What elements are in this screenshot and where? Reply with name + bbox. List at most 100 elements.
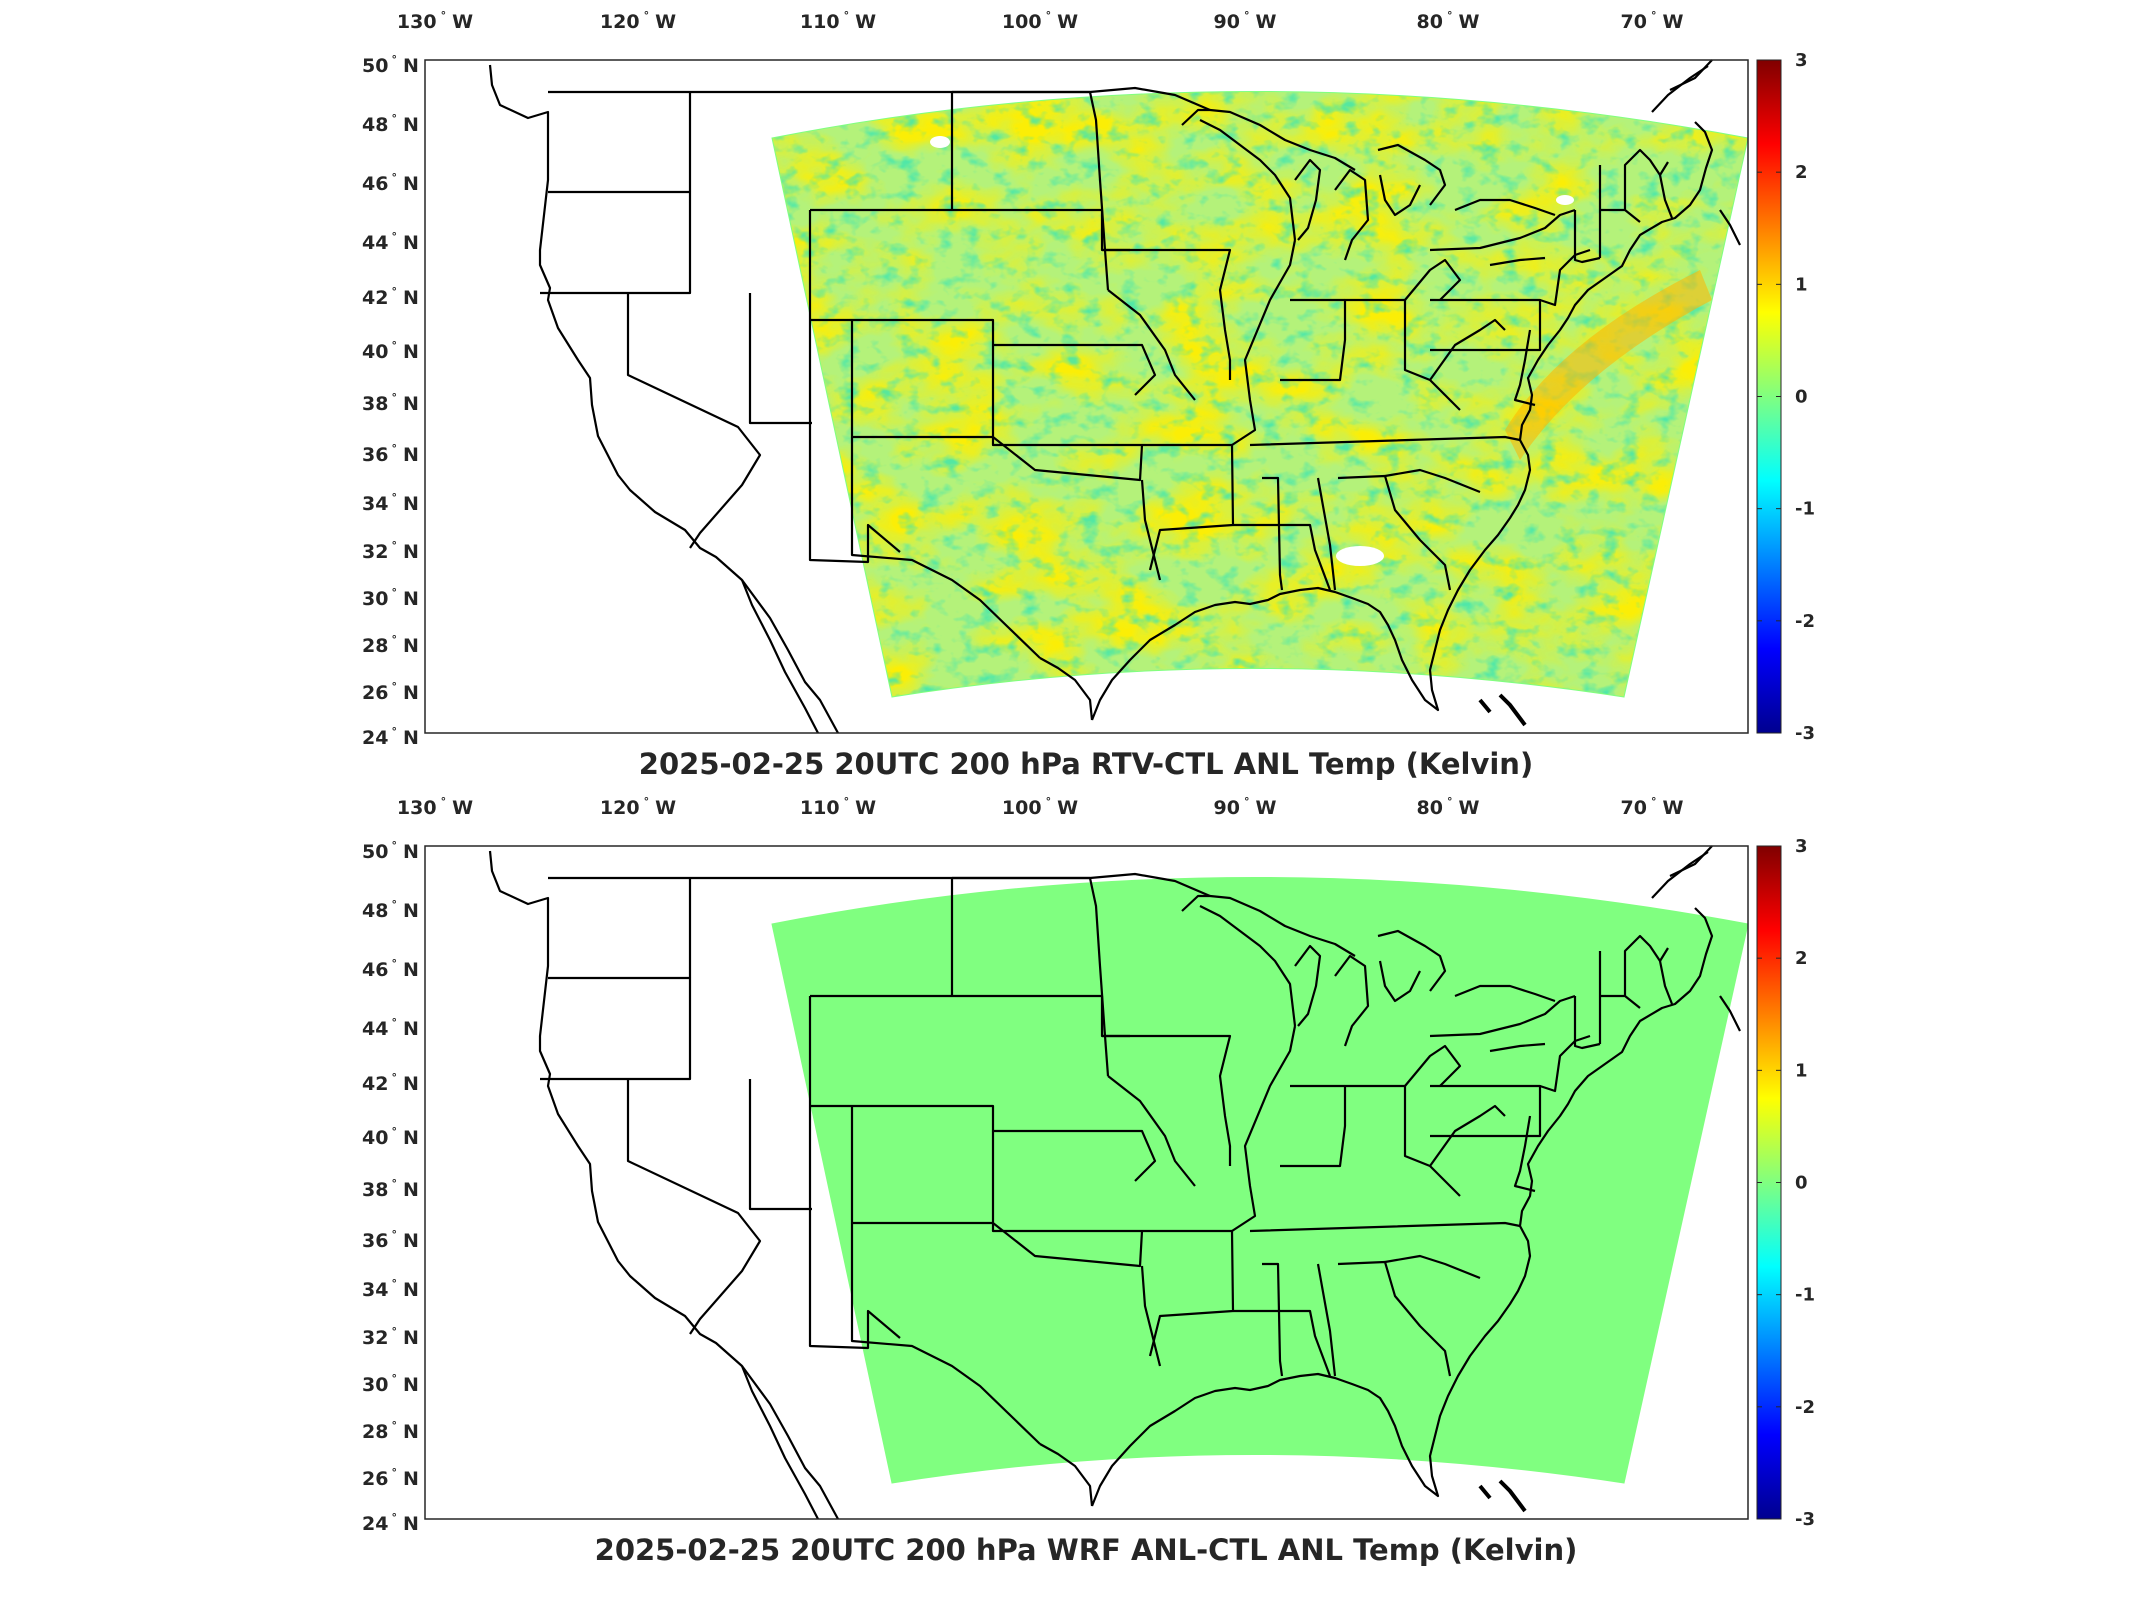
island-marks bbox=[1478, 693, 1527, 727]
state-border bbox=[1489, 1042, 1546, 1053]
colorbar-tick-label: -2 bbox=[1795, 611, 1815, 632]
state-border bbox=[952, 876, 1110, 1077]
state-border bbox=[1233, 523, 1332, 591]
longitude-label: 110 ° W bbox=[800, 9, 876, 33]
state-border bbox=[1489, 256, 1546, 267]
state-border bbox=[1429, 1104, 1506, 1167]
map-panel-bottom: 130 ° W 120 ° W 110 ° W 100 ° W 90 ° W 80 ° W 70 ° W 50 ° N 48 ° N… bbox=[362, 795, 1815, 1567]
state-border bbox=[1430, 298, 1542, 352]
state-border bbox=[810, 318, 1157, 396]
state-border bbox=[1429, 994, 1576, 1038]
latitude-label: 34 ° N bbox=[362, 1277, 419, 1301]
state-border bbox=[1334, 954, 1370, 1047]
longitude-label: 70 ° W bbox=[1621, 9, 1684, 33]
map-frame bbox=[424, 845, 1749, 1520]
west-coastline bbox=[488, 850, 839, 1520]
state-border bbox=[1623, 934, 1669, 996]
state-border bbox=[1107, 289, 1196, 401]
colorbar-tick-label: 3 bbox=[1795, 836, 1808, 857]
state-border bbox=[1429, 318, 1506, 381]
state-border bbox=[1573, 210, 1601, 264]
latitude-label: 42 ° N bbox=[362, 1071, 419, 1095]
latitude-label: 50 ° N bbox=[362, 53, 419, 77]
state-border bbox=[1539, 1034, 1591, 1093]
state-border bbox=[1378, 960, 1421, 1003]
longitude-label: 110 ° W bbox=[800, 795, 876, 819]
state-border bbox=[1513, 1115, 1536, 1193]
state-border bbox=[1539, 248, 1591, 307]
state-border bbox=[1199, 119, 1297, 241]
state-border bbox=[1669, 59, 1713, 91]
latitude-label: 32 ° N bbox=[362, 1325, 419, 1349]
state-border bbox=[1429, 208, 1576, 252]
missing-data-patch bbox=[1336, 546, 1384, 566]
state-border bbox=[1249, 435, 1521, 447]
latitude-label: 48 ° N bbox=[362, 112, 419, 136]
state-border bbox=[1719, 209, 1741, 246]
longitude-label: 90 ° W bbox=[1214, 9, 1277, 33]
boundaries bbox=[488, 59, 1741, 734]
state-border bbox=[1658, 960, 1674, 1005]
missing-data-patch bbox=[930, 136, 950, 148]
latitude-label: 30 ° N bbox=[362, 586, 419, 610]
state-border bbox=[1384, 1254, 1481, 1280]
longitude-label: 70 ° W bbox=[1621, 795, 1684, 819]
state-border bbox=[1262, 1262, 1284, 1377]
boundaries bbox=[488, 845, 1741, 1520]
state-border bbox=[1181, 894, 1356, 957]
state-border bbox=[1316, 477, 1337, 591]
latitude-label: 26 ° N bbox=[362, 1466, 419, 1490]
longitude-label: 120 ° W bbox=[600, 9, 676, 33]
field-cool-anomalies bbox=[772, 91, 1748, 697]
colorbar-tick-label: -2 bbox=[1795, 1397, 1815, 1418]
longitude-label: 80 ° W bbox=[1417, 9, 1480, 33]
colorbar-tick-label: 3 bbox=[1795, 50, 1808, 71]
state-border bbox=[991, 345, 1144, 482]
colorbar-tick-label: 2 bbox=[1795, 162, 1808, 183]
latitude-label: 36 ° N bbox=[362, 442, 419, 466]
colorbar-tick-label: 0 bbox=[1795, 1173, 1808, 1194]
state-border bbox=[991, 1131, 1144, 1268]
state-border bbox=[1337, 474, 1452, 591]
latitude-label: 30 ° N bbox=[362, 1372, 419, 1396]
state-border bbox=[1294, 158, 1322, 241]
latitude-label: 48 ° N bbox=[362, 898, 419, 922]
state-border bbox=[850, 437, 1041, 659]
state-border bbox=[1102, 1034, 1232, 1166]
state-border bbox=[1231, 1025, 1297, 1232]
island-marks bbox=[1478, 1479, 1527, 1513]
state-border bbox=[626, 293, 762, 549]
latitude-label: 24 ° N bbox=[362, 1511, 419, 1535]
state-border bbox=[1623, 148, 1669, 210]
latitude-label: 32 ° N bbox=[362, 539, 419, 563]
state-border bbox=[1140, 479, 1162, 581]
colorbar-tick-label: -1 bbox=[1795, 499, 1815, 520]
state-border bbox=[952, 90, 1110, 291]
state-border bbox=[1316, 1263, 1337, 1377]
colorbar-tick-label: 0 bbox=[1795, 387, 1808, 408]
field-uniform bbox=[772, 877, 1748, 1483]
longitude-label: 100 ° W bbox=[1002, 795, 1078, 819]
state-border bbox=[626, 1079, 762, 1335]
missing-data-patch bbox=[1556, 195, 1574, 205]
state-border bbox=[1102, 248, 1232, 380]
domain-outline bbox=[771, 91, 1749, 698]
latitude-label: 38 ° N bbox=[362, 391, 419, 415]
latitude-label: 40 ° N bbox=[362, 339, 419, 363]
state-border bbox=[1384, 468, 1481, 494]
state-border bbox=[1719, 995, 1741, 1032]
baja-coastline bbox=[740, 579, 819, 734]
field-coastal-warm-streak bbox=[1505, 270, 1712, 460]
map-frame bbox=[424, 59, 1749, 734]
longitude-label: 90 ° W bbox=[1214, 795, 1277, 819]
state-border bbox=[1377, 143, 1447, 206]
state-border bbox=[748, 293, 812, 425]
state-border bbox=[1181, 108, 1356, 171]
state-border bbox=[808, 996, 901, 1350]
latitude-label: 28 ° N bbox=[362, 633, 419, 657]
state-border bbox=[748, 1079, 812, 1211]
state-border bbox=[1404, 258, 1462, 301]
state-border bbox=[540, 976, 692, 1081]
latitude-label: 34 ° N bbox=[362, 491, 419, 515]
